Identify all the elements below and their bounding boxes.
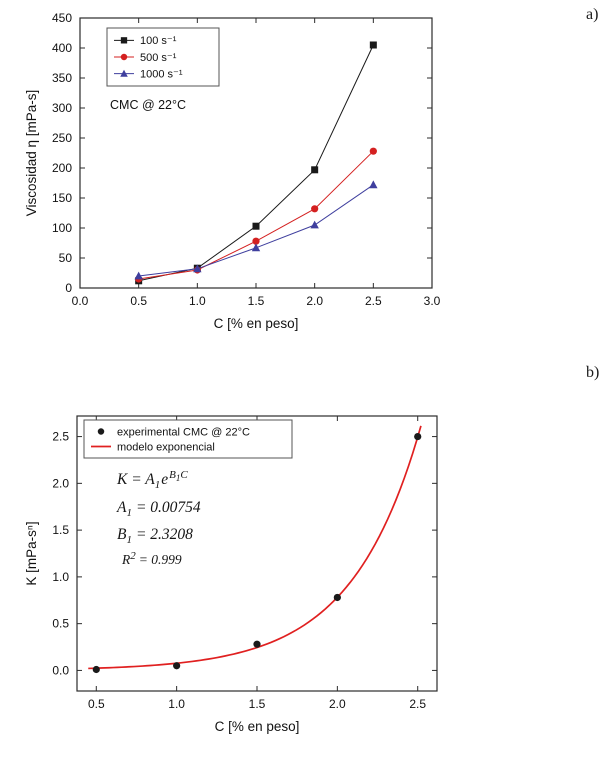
svg-text:2.5: 2.5 (409, 697, 426, 711)
equation-line-3: B1 = 2.3208 (117, 526, 193, 546)
panel-label-b: b) (586, 364, 600, 381)
svg-text:1000 s⁻¹: 1000 s⁻¹ (140, 68, 183, 80)
eq-frag: = 0.00754 (136, 499, 201, 516)
svg-text:2.0: 2.0 (52, 476, 69, 490)
eq-frag-sub: 1 (126, 534, 132, 546)
eq-frag-sup: B (169, 469, 176, 481)
k-model-chart-panel: K = A1eB1C A1 = 0.00754 B1 = 2.3208 R2 = 0.… (22, 404, 462, 754)
equation-line-2: A1 = 0.00754 (116, 499, 201, 519)
k-model-chart: K = A1eB1C A1 = 0.00754 B1 = 2.3208 R2 = 0.… (24, 415, 438, 734)
eq-frag: B (117, 526, 127, 543)
svg-text:1.0: 1.0 (52, 570, 69, 584)
svg-text:modelo exponencial: modelo exponencial (117, 441, 215, 453)
eq-frag: K = A (116, 471, 155, 488)
svg-text:2.5: 2.5 (365, 294, 382, 308)
eq-frag: = 2.3208 (136, 526, 193, 543)
svg-text:CMC @ 22°C: CMC @ 22°C (110, 98, 186, 112)
svg-text:150: 150 (52, 191, 72, 205)
viscosity-chart-panel: 0.0 0.5 1.0 1.5 2.0 2.5 3.0 0 50 100 150 200 250 300 3… (22, 6, 452, 351)
svg-text:C [% en peso]: C [% en peso] (215, 719, 300, 734)
svg-text:K [mPa-sⁿ]: K [mPa-sⁿ] (24, 521, 39, 585)
eq-frag: A (116, 499, 127, 516)
svg-text:3.0: 3.0 (424, 294, 441, 308)
svg-text:0.5: 0.5 (130, 294, 147, 308)
eq-frag: R (121, 552, 131, 567)
svg-text:250: 250 (52, 131, 72, 145)
svg-text:experimental CMC @ 22°C: experimental CMC @ 22°C (117, 426, 250, 438)
eq-frag-supsub: 1 (176, 473, 181, 483)
svg-text:0: 0 (65, 281, 72, 295)
panel-label-a: a) (586, 6, 599, 23)
svg-text:2.0: 2.0 (306, 294, 323, 308)
svg-text:500 s⁻¹: 500 s⁻¹ (140, 52, 177, 64)
viscosity-chart: 0.0 0.5 1.0 1.5 2.0 2.5 3.0 0 50 100 150 200 250 300 3… (24, 11, 441, 331)
svg-text:0.0: 0.0 (52, 663, 69, 677)
svg-text:450: 450 (52, 11, 72, 25)
eq-frag-sub: 1 (155, 479, 161, 491)
svg-text:50: 50 (59, 251, 73, 265)
svg-text:0.5: 0.5 (88, 697, 105, 711)
eq-frag-sup: 2 (130, 550, 136, 562)
fit-equations: K = A1eB1C A1 = 0.00754 B1 = 2.3208 R2 = 0.… (116, 469, 201, 567)
svg-text:350: 350 (52, 71, 72, 85)
svg-text:100 s⁻¹: 100 s⁻¹ (140, 35, 177, 47)
eq-frag: = 0.999 (139, 552, 182, 567)
svg-text:2.5: 2.5 (52, 430, 69, 444)
equation-line-4: R2 = 0.999 (121, 550, 182, 567)
svg-text:1.5: 1.5 (248, 294, 265, 308)
svg-text:100: 100 (52, 221, 72, 235)
svg-text:0.0: 0.0 (72, 294, 89, 308)
svg-text:2.0: 2.0 (329, 697, 346, 711)
svg-text:1.0: 1.0 (168, 697, 185, 711)
eq-frag: e (161, 471, 168, 488)
svg-text:1.5: 1.5 (249, 697, 266, 711)
equation-line-1: K = A1eB1C (116, 469, 188, 491)
svg-text:Viscosidad η [mPa-s]: Viscosidad η [mPa-s] (24, 90, 39, 217)
svg-text:400: 400 (52, 41, 72, 55)
eq-frag-sup: C (180, 469, 188, 481)
eq-frag-sub: 1 (126, 507, 132, 519)
svg-text:C [% en peso]: C [% en peso] (214, 316, 299, 331)
svg-text:300: 300 (52, 101, 72, 115)
svg-text:0.5: 0.5 (52, 617, 69, 631)
svg-text:1.0: 1.0 (189, 294, 206, 308)
svg-text:1.5: 1.5 (52, 523, 69, 537)
svg-text:200: 200 (52, 161, 72, 175)
